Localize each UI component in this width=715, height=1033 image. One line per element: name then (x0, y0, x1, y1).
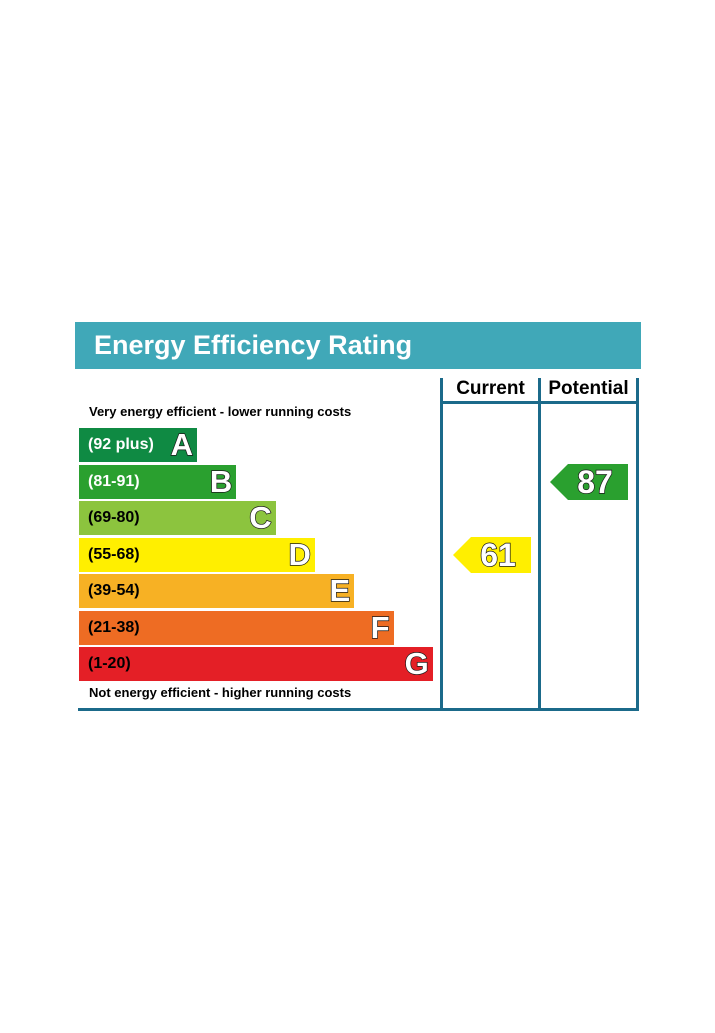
header-bar: Energy Efficiency Rating (75, 322, 641, 369)
top-caption: Very energy efficient - lower running co… (89, 404, 352, 419)
current-arrow-shape (453, 536, 531, 573)
band-letter: E (329, 573, 351, 608)
band-g: (1-20) G (79, 647, 433, 681)
band-letter: A (170, 427, 194, 462)
band-range-label: (1-20) (88, 655, 131, 672)
divider-middle (538, 378, 541, 711)
header-underline (440, 401, 639, 404)
page-title: Energy Efficiency Rating (94, 330, 413, 360)
band-letter: F (370, 609, 390, 645)
current-rating-value: 61 (480, 536, 517, 573)
divider-right (636, 378, 639, 711)
bottom-caption: Not energy efficient - higher running co… (89, 685, 352, 700)
band-range-label: (69-80) (88, 509, 140, 526)
band-letter: C (248, 500, 272, 535)
potential-rating-value: 87 (577, 463, 614, 500)
band-letter: G (404, 646, 430, 681)
band-range-label: (39-54) (88, 582, 140, 599)
band-f: (21-38) F (79, 609, 394, 645)
band-range-label: (55-68) (88, 545, 140, 563)
band-range-label: (81-91) (88, 472, 140, 490)
band-c: (69-80) C (79, 501, 276, 535)
bottom-border (78, 708, 639, 711)
band-letter: D (288, 536, 312, 572)
potential-column-header: Potential (548, 378, 629, 399)
band-d: (55-68) D (79, 536, 315, 572)
band-letter: B (209, 463, 233, 499)
band-e: (39-54) E (79, 573, 355, 608)
potential-rating-arrow: 87 (550, 463, 630, 500)
potential-arrow-shape (550, 463, 628, 500)
band-b: (81-91) B (79, 463, 237, 499)
current-column-header: Current (456, 378, 525, 399)
current-rating-arrow: 61 (453, 536, 533, 573)
band-a: (92 plus) A (79, 428, 197, 462)
divider-left (440, 378, 443, 711)
band-range-label: (92 plus) (88, 436, 154, 453)
band-range-label: (21-38) (88, 618, 140, 636)
